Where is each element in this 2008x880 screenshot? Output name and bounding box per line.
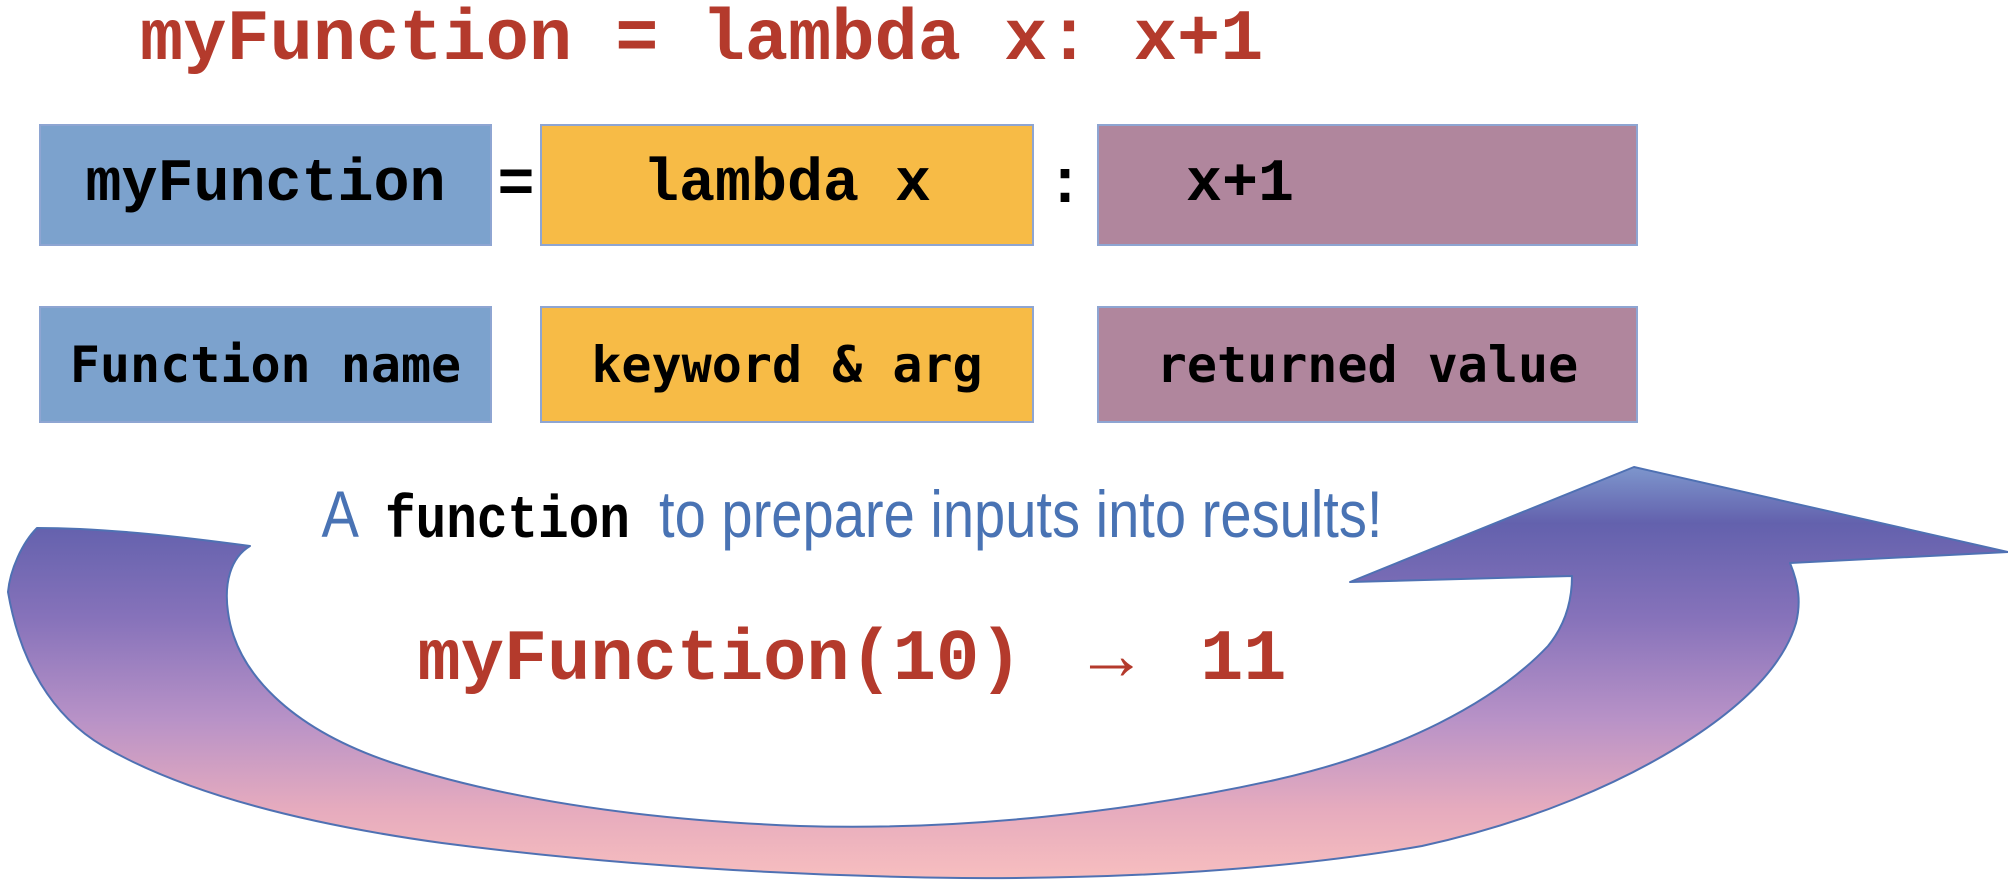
label-box-keyword-arg: keyword & arg xyxy=(540,306,1034,423)
code-box-function-name: myFunction xyxy=(39,124,492,246)
label-box-returned-value: returned value xyxy=(1097,306,1638,423)
equals-sign: = xyxy=(497,149,535,221)
colon-sign: : xyxy=(1046,149,1084,221)
example-call-line: myFunction(10) → 11 xyxy=(0,624,1704,696)
caption-sentence: A function to prepare inputs into result… xyxy=(128,481,1576,555)
label-returned-value-text: returned value xyxy=(1156,335,1579,394)
label-function-name-text: Function name xyxy=(69,335,462,394)
code-function-name-text: myFunction xyxy=(85,151,446,219)
caption-keyword: function xyxy=(385,488,630,556)
code-box-returned-value: x+1 xyxy=(1097,124,1638,246)
code-returned-value-text: x+1 xyxy=(1186,151,1295,219)
label-keyword-arg-text: keyword & arg xyxy=(591,335,983,394)
caption-suffix: to prepare inputs into results! xyxy=(659,477,1383,551)
right-arrow-icon: → xyxy=(1089,619,1133,701)
label-box-function-name: Function name xyxy=(39,306,492,423)
title-code: myFunction = lambda x: x+1 xyxy=(140,0,1264,81)
example-result: 11 xyxy=(1200,619,1287,701)
code-box-keyword-arg: lambda x xyxy=(540,124,1034,246)
caption-prefix: A xyxy=(321,477,356,551)
code-keyword-arg-text: lambda x xyxy=(642,151,932,219)
example-call-code: myFunction(10) xyxy=(417,619,1023,701)
